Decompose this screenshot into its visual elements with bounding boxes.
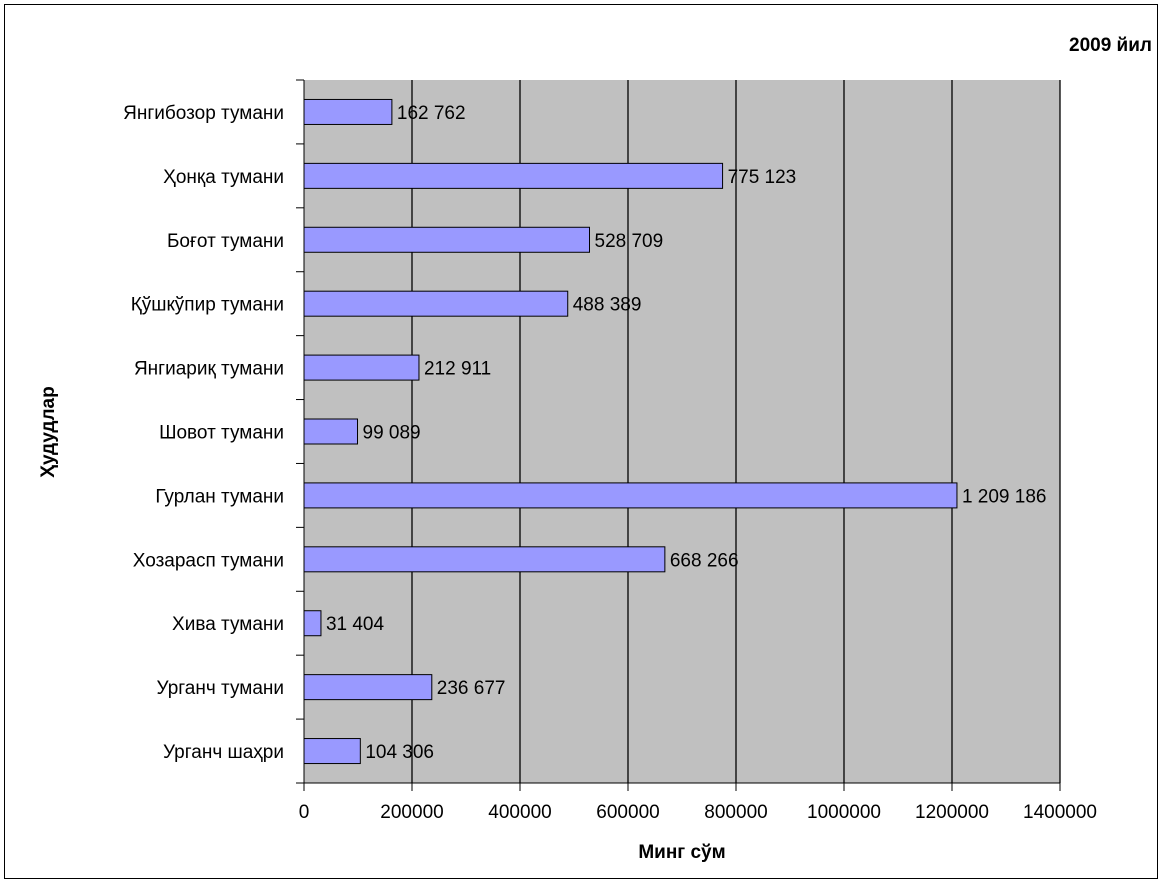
x-tick-label: 600000 [596, 802, 659, 823]
bars [303, 98, 958, 765]
data-label: 668 266 [670, 550, 739, 571]
bar [303, 738, 361, 765]
category-label: Боғот тумани [167, 231, 284, 252]
x-tick-label: 400000 [488, 802, 551, 823]
data-label: 488 389 [573, 295, 642, 316]
category-label: Янгиариқ тумани [134, 359, 284, 380]
data-label: 528 709 [595, 231, 664, 252]
data-label: 775 123 [728, 167, 797, 188]
bar [303, 610, 322, 637]
x-tick-label: 200000 [380, 802, 443, 823]
data-label: 212 911 [424, 359, 491, 380]
data-label: 99 089 [363, 423, 421, 444]
axes [296, 79, 1061, 791]
category-label: Хозарасп тумани [133, 550, 284, 571]
data-label: 31 404 [326, 614, 385, 635]
bar [303, 226, 591, 253]
bar [303, 354, 420, 381]
bar [303, 290, 569, 317]
category-label: Хива тумани [172, 614, 284, 635]
category-label: Шовот тумани [159, 423, 284, 444]
chart-title: 2009 йил [1069, 35, 1152, 56]
bar [303, 418, 359, 445]
category-label: Қўшкўпир тумани [131, 295, 284, 316]
category-label: Янгибозор тумани [123, 103, 284, 124]
x-tick-labels: 0 200000 400000 600000 800000 1000000 1200000 1… [299, 802, 1097, 823]
data-label: 236 677 [437, 678, 506, 699]
bar [303, 162, 724, 189]
x-tick-label: 1000000 [807, 802, 881, 823]
bar [303, 674, 433, 701]
x-tick-label: 1200000 [915, 802, 989, 823]
category-label: Урганч тумани [157, 678, 284, 699]
x-tick-label: 0 [299, 802, 310, 823]
bar [303, 546, 666, 573]
x-tick-label: 800000 [704, 802, 767, 823]
data-labels: 162 762 775 123 528 709 488 389 212 911 99 08… [326, 103, 1047, 763]
category-label: Урганч шаҳри [163, 742, 284, 763]
data-label: 1 209 186 [962, 486, 1047, 507]
plot-area [304, 80, 1060, 783]
x-tick-label: 1400000 [1023, 802, 1097, 823]
gridlines [411, 80, 1061, 783]
data-label: 162 762 [397, 103, 466, 124]
category-labels: Янгибозор тумани Ҳонқа тумани Боғот тумани… [123, 103, 284, 763]
y-axis-title: Ҳудудлар [38, 386, 59, 477]
bar [303, 98, 393, 125]
category-label: Ҳонқа тумани [163, 167, 284, 188]
data-label: 104 306 [365, 742, 434, 763]
x-axis-title: Минг сўм [638, 842, 725, 863]
category-label: Гурлан тумани [155, 486, 284, 507]
bar [303, 482, 958, 509]
